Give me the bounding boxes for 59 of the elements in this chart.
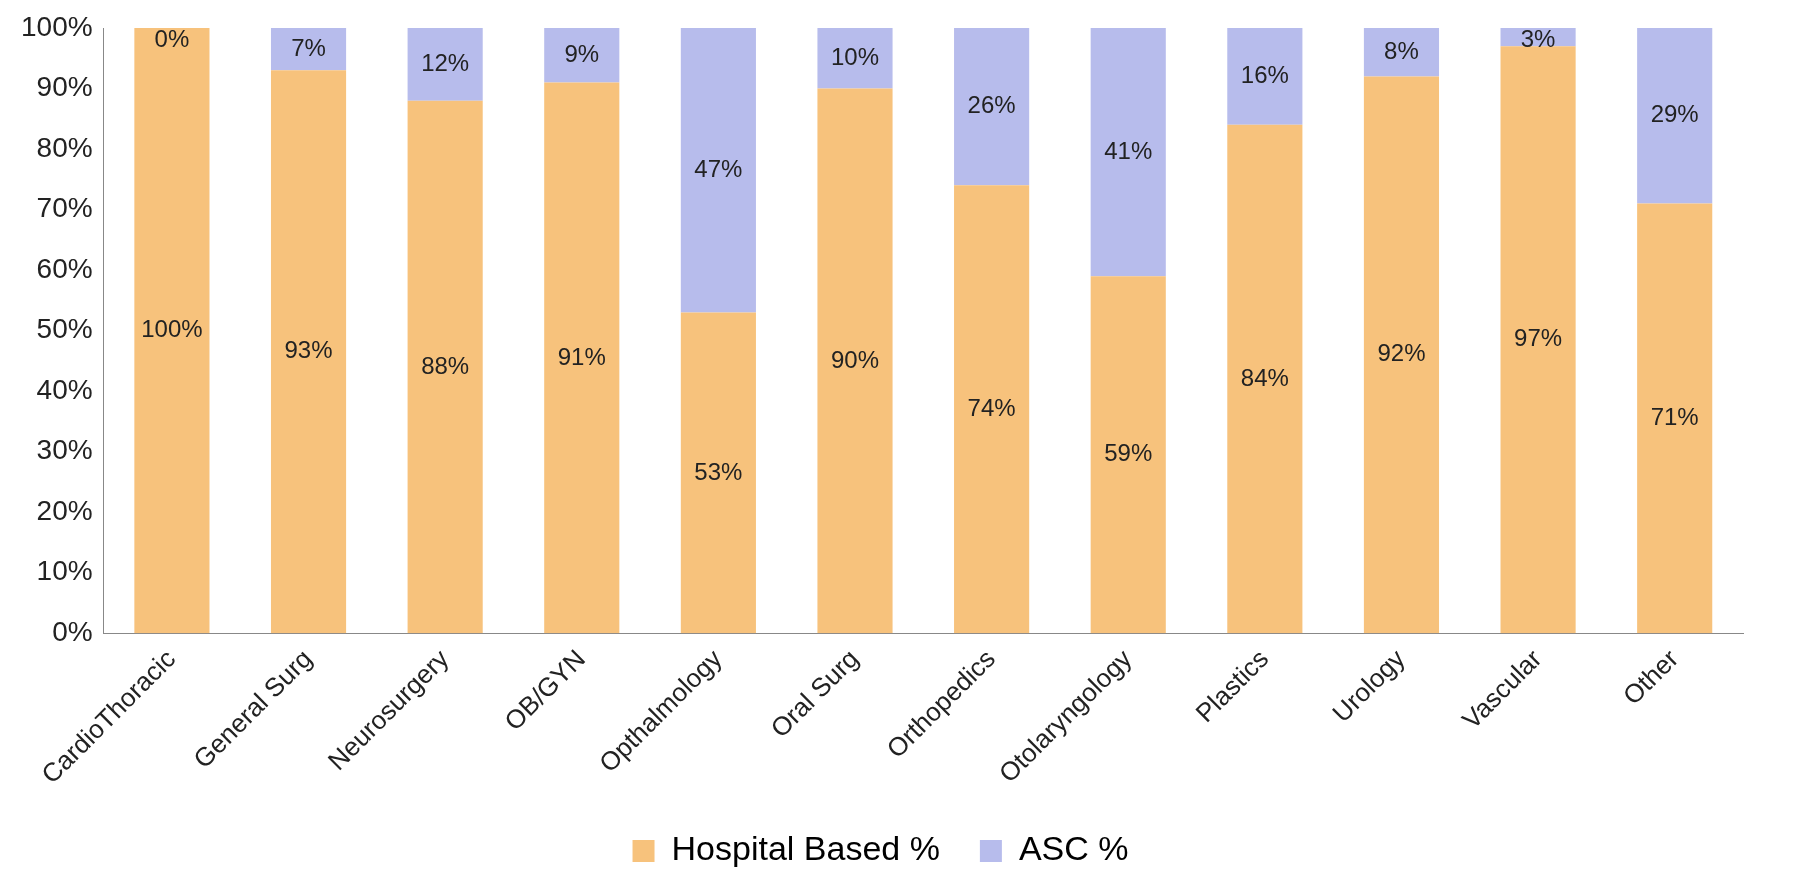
data-label: 29% [1650, 100, 1699, 128]
bar [954, 28, 1030, 186]
bar [544, 82, 620, 634]
bar [817, 88, 893, 634]
bar [407, 28, 483, 101]
data-label: 92% [1377, 339, 1426, 367]
bar [1090, 28, 1166, 277]
y-tick-label: 90% [36, 71, 93, 103]
data-label: 97% [1514, 324, 1563, 352]
data-label: 100% [141, 315, 203, 343]
bar [1227, 124, 1303, 634]
y-tick-label: 0% [52, 616, 93, 647]
bar [1363, 28, 1440, 77]
y-tick-label: 70% [36, 192, 93, 224]
y-tick-label: 50% [36, 313, 93, 345]
y-tick-label: 40% [36, 373, 93, 405]
y-tick-label: 60% [36, 252, 93, 284]
bar [680, 28, 756, 313]
data-label: 93% [284, 336, 333, 364]
bar [407, 100, 483, 634]
data-label: 90% [830, 345, 880, 373]
data-label: 59% [1104, 439, 1153, 467]
y-tick-label: 20% [36, 494, 93, 526]
data-label: 26% [967, 91, 1016, 119]
bar [1500, 46, 1576, 634]
bar [1090, 276, 1166, 634]
data-label: 0% [154, 24, 190, 52]
data-label: 16% [1240, 61, 1289, 89]
data-label: 10% [830, 42, 880, 70]
bar [680, 312, 756, 634]
bar [134, 28, 210, 634]
y-tick-label: 80% [36, 131, 93, 163]
data-label: 3% [1520, 24, 1556, 52]
data-label: 8% [1384, 36, 1419, 64]
y-tick-label: 100% [20, 10, 93, 42]
bar [270, 28, 347, 71]
bar [1637, 28, 1713, 204]
data-label: 53% [694, 457, 743, 485]
bar [1637, 203, 1713, 634]
y-tick-label: 10% [36, 555, 93, 587]
data-label: 47% [694, 154, 743, 182]
data-label: 88% [421, 351, 470, 379]
legend-label: Hospital Based % [671, 829, 940, 868]
bar [1227, 28, 1303, 125]
data-label: 74% [967, 393, 1016, 421]
data-label: 84% [1240, 363, 1289, 391]
bar [817, 28, 893, 89]
legend-label: ASC % [1018, 829, 1129, 868]
data-label: 7% [291, 33, 326, 61]
data-label: 12% [421, 48, 470, 76]
data-label: 71% [1650, 403, 1699, 431]
data-label: 41% [1104, 136, 1153, 164]
bar [1363, 76, 1440, 634]
bar [954, 185, 1030, 634]
data-label: 9% [564, 39, 600, 67]
bar [270, 70, 347, 634]
bar [544, 28, 620, 83]
y-tick-label: 30% [36, 434, 93, 466]
data-label: 91% [557, 342, 606, 370]
